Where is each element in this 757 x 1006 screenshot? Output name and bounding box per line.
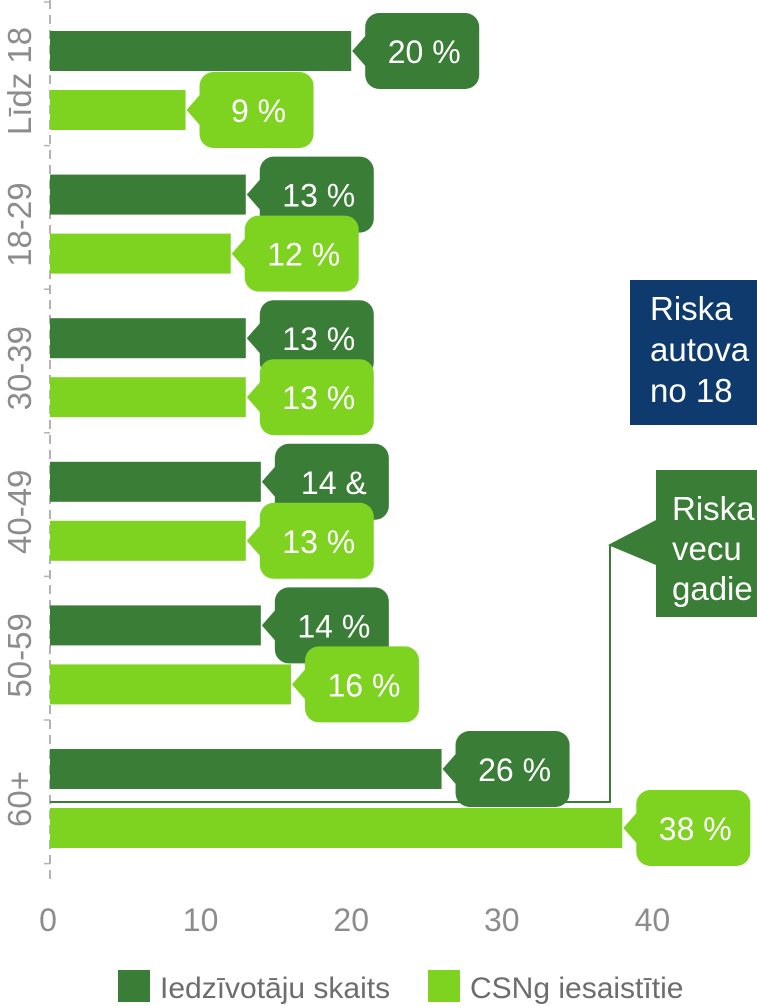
data-label: 16 % [327, 667, 400, 703]
x-tick-label: 20 [333, 902, 369, 938]
x-tick-label: 0 [39, 902, 57, 938]
data-label-bubble [259, 359, 374, 436]
info-callout-line: Riska [650, 290, 733, 327]
bar-population [50, 31, 352, 71]
info-callout-line: no 18 [650, 372, 733, 409]
x-tick-label: 40 [635, 902, 671, 938]
risk-callout-pointer [608, 520, 656, 565]
category-label: 50-59 [1, 613, 38, 697]
category-label: 30-39 [1, 326, 38, 410]
data-label-pointer [291, 668, 306, 701]
data-label-pointer [231, 237, 246, 270]
data-label: 20 % [388, 34, 461, 70]
data-label: 13 % [282, 178, 355, 214]
data-label: 13 % [282, 524, 355, 560]
legend-label: Iedzīvotāju skaits [160, 972, 390, 1005]
data-label: 13 % [282, 321, 355, 357]
legend-label: CSNg iesaistītie [470, 972, 683, 1005]
legend-swatch [118, 970, 150, 1002]
info-callout-box [630, 280, 757, 425]
data-label-pointer [246, 524, 261, 557]
data-label-bubble [244, 215, 359, 292]
data-label-pointer [186, 94, 201, 126]
bar-csng [50, 664, 291, 705]
data-label-pointer [352, 35, 367, 67]
bar-population [50, 605, 261, 646]
data-label-bubble [274, 587, 389, 664]
data-label-pointer [261, 465, 276, 498]
risk-callout-connector [50, 545, 611, 803]
data-label-bubble [455, 731, 570, 807]
data-label: 26 % [478, 752, 551, 788]
data-label-bubble [259, 502, 374, 579]
data-label-bubble [259, 300, 374, 377]
bar-population [50, 318, 246, 359]
data-label-pointer [623, 812, 638, 844]
data-label-pointer [246, 381, 261, 414]
data-label-pointer [246, 322, 261, 355]
data-label: 13 % [282, 380, 355, 416]
data-label-pointer [261, 609, 276, 642]
bar-population [50, 749, 442, 789]
x-tick-label: 30 [484, 902, 520, 938]
risk-callout-box [656, 470, 757, 617]
data-label: 38 % [659, 811, 732, 847]
data-label-bubble [274, 443, 389, 520]
data-label-pointer [246, 178, 261, 211]
info-callout-line: autova [650, 331, 750, 368]
risk-callout-line: vecu [672, 530, 742, 567]
data-label-bubble [199, 72, 314, 148]
data-label-pointer [442, 753, 457, 785]
data-label-bubble [365, 13, 480, 89]
risk-callout-line: Riska [672, 490, 755, 527]
data-label: 9 % [231, 93, 286, 129]
category-label: Līdz 18 [1, 27, 38, 135]
data-label: 14 % [297, 608, 370, 644]
bar-population [50, 174, 246, 215]
data-label-bubble [259, 156, 374, 233]
bar-csng [50, 377, 246, 418]
x-tick-label: 10 [183, 902, 219, 938]
legend-swatch [428, 970, 460, 1002]
category-label: 60+ [1, 771, 38, 827]
category-label: 18-29 [1, 182, 38, 266]
data-label-bubble [304, 646, 419, 723]
bar-csng [50, 233, 231, 274]
data-label-bubble [636, 790, 751, 866]
bar-csng [50, 90, 186, 130]
bar-population [50, 461, 261, 502]
category-label: 40-49 [1, 470, 38, 554]
data-label: 14 & [301, 465, 367, 501]
data-label: 12 % [267, 237, 340, 273]
bar-csng [50, 520, 246, 561]
bar-csng [50, 808, 623, 848]
risk-callout-line: gadie [672, 570, 753, 607]
